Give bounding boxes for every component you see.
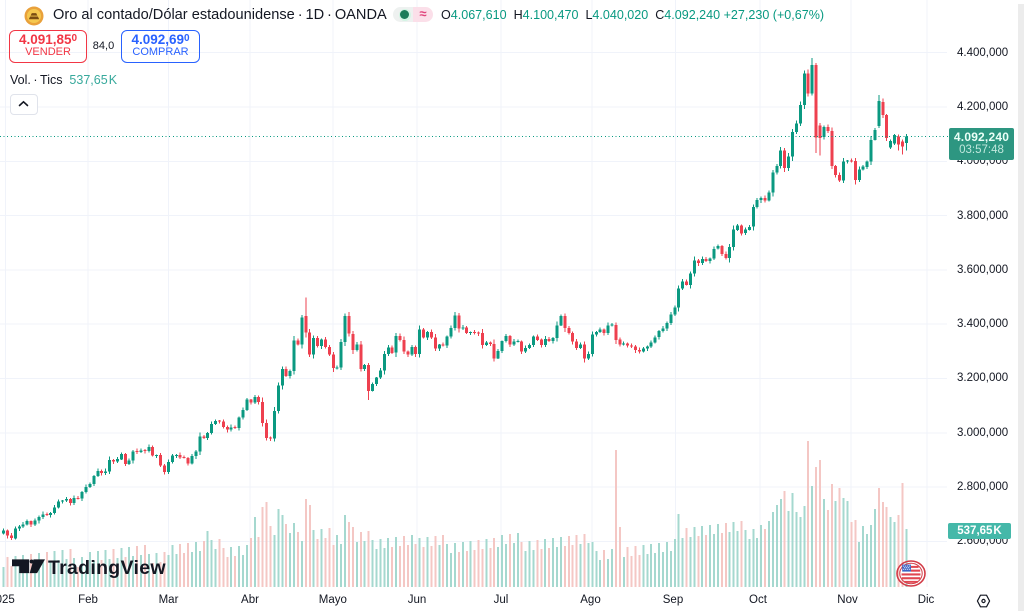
svg-text:TradingView: TradingView [48, 557, 166, 579]
